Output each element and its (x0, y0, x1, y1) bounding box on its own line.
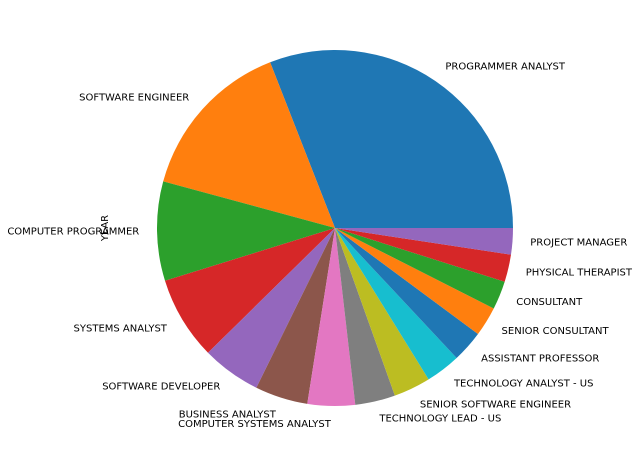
pie-slice-13 (335, 228, 505, 309)
slice-label-12: SENIOR CONSULTANT (502, 326, 610, 337)
slice-label-13: CONSULTANT (516, 297, 583, 308)
slice-label-1: PROGRAMMER ANALYST (445, 61, 566, 72)
slice-label-8: TECHNOLOGY LEAD - US (378, 414, 501, 425)
slice-label-10: TECHNOLOGY ANALYST - US (453, 379, 594, 390)
pie-slice-11 (335, 228, 478, 358)
pie-slice-8 (335, 228, 395, 405)
pie-slice-10 (335, 228, 457, 380)
pie-slice-3 (156, 181, 335, 281)
pie-slice-15 (335, 228, 513, 255)
pie-slice-5 (208, 228, 335, 388)
pie-slice-14 (335, 228, 511, 282)
y-axis-label: YEAR (100, 215, 111, 242)
slice-labels: PROGRAMMER ANALYST SOFTWARE ENGINEER COMPU… (7, 61, 633, 429)
slice-label-11: ASSISTANT PROFESSOR (481, 353, 599, 364)
slice-label-14: PHYSICAL THERAPIST (526, 267, 633, 278)
slice-label-9: SENIOR SOFTWARE ENGINEER (420, 399, 571, 410)
slice-label-4: SYSTEMS ANALYST (74, 323, 168, 334)
slice-label-5: SOFTWARE DEVELOPER (102, 382, 220, 393)
pie-slice-2 (163, 62, 335, 228)
pie-slices (156, 50, 513, 407)
slice-label-7: COMPUTER SYSTEMS ANALYST (178, 419, 332, 430)
pie-slice-1 (270, 50, 513, 228)
pie-slice-4 (165, 228, 335, 353)
slice-label-15: PROJECT MANAGER (530, 238, 627, 249)
pie-slice-6 (256, 228, 335, 404)
slice-label-6: BUSINESS ANALYST (179, 410, 277, 421)
pie-slice-12 (335, 228, 494, 335)
slice-label-2: SOFTWARE ENGINEER (79, 92, 189, 103)
pie-slice-7 (307, 228, 356, 407)
pie-slice-9 (335, 228, 429, 396)
slice-label-3: COMPUTER PROGRAMMER (7, 227, 139, 238)
